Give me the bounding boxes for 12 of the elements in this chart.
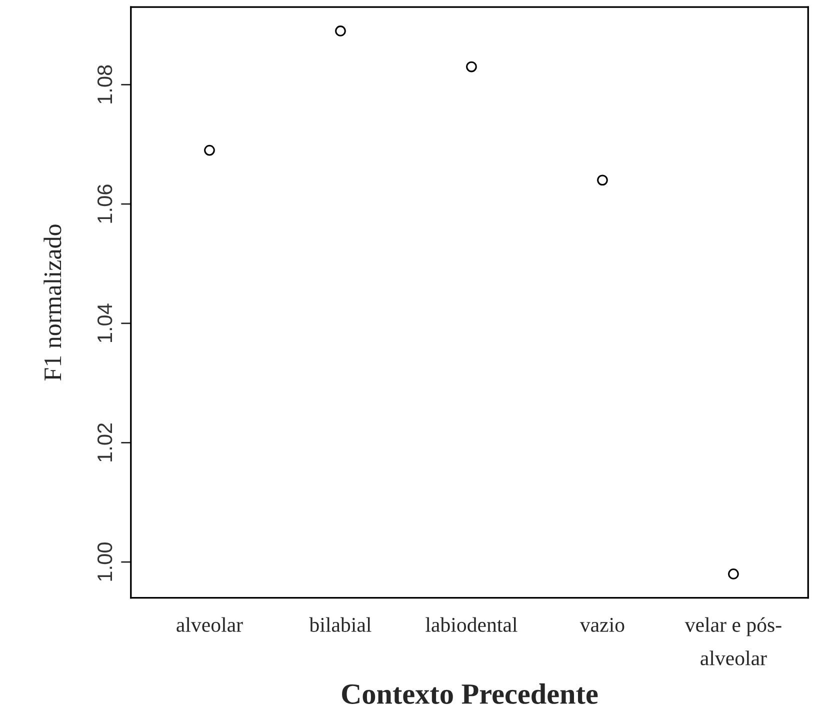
x-tick-label: alveolar bbox=[176, 617, 243, 632]
x-tick-label: bilabial bbox=[309, 617, 372, 632]
x-tick-label: labiodental bbox=[426, 617, 518, 632]
x-tick-label: velar e pós- alveolar bbox=[684, 617, 782, 666]
y-tick-label: 1.06 bbox=[97, 184, 112, 223]
y-axis-title: F1 normalizado bbox=[44, 224, 62, 381]
x-axis-title: Contexto Precedente bbox=[342, 683, 598, 704]
y-tick-label: 1.00 bbox=[97, 542, 112, 581]
y-tick-label: 1.02 bbox=[97, 423, 112, 462]
y-tick-label: 1.08 bbox=[97, 65, 112, 104]
y-tick-label: 1.04 bbox=[97, 304, 112, 342]
x-tick-label: vazio bbox=[580, 618, 624, 632]
